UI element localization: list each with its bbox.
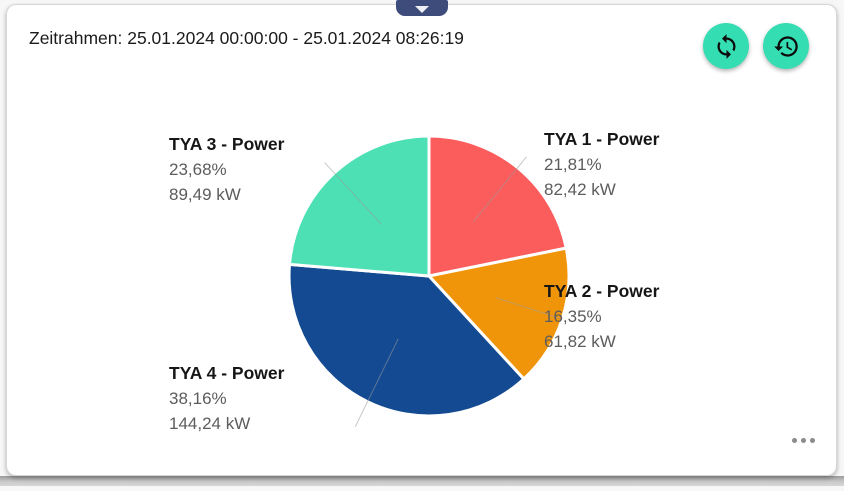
slice-label-percent: 23,68%	[169, 160, 227, 179]
pie-chart-svg	[287, 134, 571, 428]
pie-slice-tya-3-power[interactable]	[288, 134, 431, 278]
slice-label-percent: 21,81%	[544, 155, 602, 174]
slice-label-tya-3: TYA 3 - Power 23,68% 89,49 kW	[169, 132, 284, 207]
slice-label-value: 144,24 kW	[169, 414, 251, 433]
slice-label-title: TYA 1 - Power	[544, 129, 660, 149]
slice-label-tya-1: TYA 1 - Power 21,81% 82,42 kW	[544, 127, 659, 202]
history-button[interactable]	[763, 23, 809, 69]
pie-chart-widget-card: Zeitrahmen: 25.01.2024 00:00:00 - 25.01.…	[6, 4, 837, 476]
slice-label-value: 89,49 kW	[169, 185, 241, 204]
slice-label-percent: 16,35%	[544, 307, 602, 326]
more-options-button[interactable]	[790, 431, 817, 449]
slice-label-tya-4: TYA 4 - Power 38,16% 144,24 kW	[169, 361, 284, 436]
slice-label-tya-2: TYA 2 - Power 16,35% 61,82 kW	[544, 279, 659, 354]
collapse-tab-button[interactable]	[396, 0, 448, 16]
slice-label-value: 82,42 kW	[544, 180, 616, 199]
page-background-strip	[0, 476, 844, 486]
ellipsis-dot	[801, 437, 806, 443]
label-line-tya-1-power	[472, 156, 527, 223]
slice-label-title: TYA 3 - Power	[169, 134, 285, 154]
ellipsis-dot	[792, 437, 797, 443]
label-line-tya-4-power	[354, 338, 399, 428]
timeframe-label: Zeitrahmen: 25.01.2024 00:00:00 - 25.01.…	[29, 28, 464, 48]
slice-label-percent: 38,16%	[169, 389, 227, 408]
slice-label-title: TYA 2 - Power	[544, 281, 660, 301]
label-line-tya-2-power	[495, 297, 563, 320]
refresh-button[interactable]	[703, 23, 749, 69]
chevron-down-icon	[415, 5, 429, 13]
slice-label-value: 61,82 kW	[544, 332, 616, 351]
refresh-sync-icon	[717, 33, 735, 59]
ellipsis-dot	[810, 437, 815, 443]
pie-chart: TYA 3 - Power 23,68% 89,49 kW TYA 1 - Po…	[7, 5, 836, 475]
history-clock-icon	[773, 35, 798, 57]
slice-label-title: TYA 4 - Power	[169, 363, 285, 383]
label-line-tya-3-power	[324, 162, 382, 225]
